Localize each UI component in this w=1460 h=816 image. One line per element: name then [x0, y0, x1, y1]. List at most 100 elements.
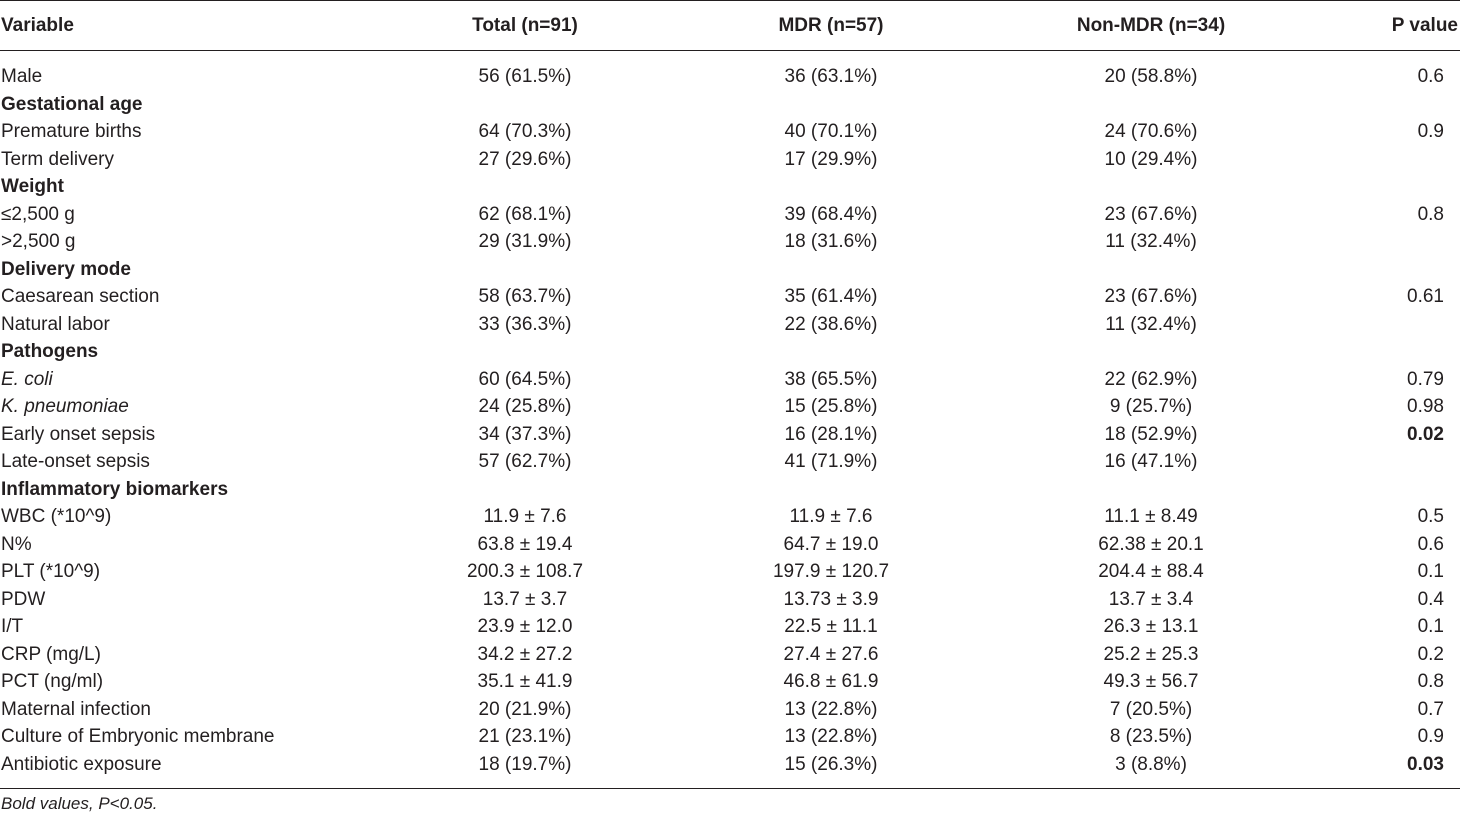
non-mdr-cell: 11.1 ± 8.49 [1104, 506, 1198, 527]
row-label: K. pneumoniae [1, 396, 129, 417]
mdr-cell: 46.8 ± 61.9 [783, 671, 879, 692]
p-value-cell: 0.4 [1417, 588, 1444, 610]
table-row: CRP (mg/L) 34.2 ± 27.2 27.4 ± 27.6 25.2 ± 2… [0, 641, 1460, 669]
row-label: Natural labor [1, 313, 110, 335]
mdr-cell: 39 (68.4%) [784, 203, 878, 225]
p-value-cell: 0.8 [1417, 203, 1444, 225]
non-mdr-cell: 25.2 ± 25.3 [1103, 643, 1199, 665]
non-mdr-cell: 49.3 ± 56.7 [1103, 671, 1199, 692]
total-cell: 60 (64.5%) [478, 368, 572, 390]
row-label: E. coli [1, 368, 53, 390]
mdr-cell: 40 (70.1%) [784, 121, 878, 142]
p-value-cell: 0.1 [1417, 561, 1444, 582]
total-cell: 18 (19.7%) [380, 750, 670, 789]
p-value-cell [1310, 448, 1460, 476]
non-mdr-cell: 16 (47.1%) [1104, 451, 1198, 472]
total-cell: 58 (63.7%) [478, 286, 572, 307]
header-variable: Variable [0, 0, 380, 51]
mdr-cell: 41 (71.9%) [784, 451, 878, 472]
total-cell: 20 (21.9%) [478, 698, 572, 720]
table-row: Natural labor 33 (36.3%) 22 (38.6%) 11 (32.… [0, 311, 1460, 339]
total-cell: 24 (25.8%) [478, 396, 572, 417]
mdr-cell: 17 (29.9%) [784, 148, 878, 170]
table-row: Premature births 64 (70.3%) 40 (70.1%) 24 (… [0, 118, 1460, 146]
total-cell: 34 (37.3%) [478, 423, 572, 445]
table-row: Caesarean section 58 (63.7%) 35 (61.4%) 23 … [0, 283, 1460, 311]
p-value-cell: 0.03 [1310, 750, 1460, 789]
table-row: K. pneumoniae 24 (25.8%) 15 (25.8%) 9 (25.7… [0, 393, 1460, 421]
total-cell: 64 (70.3%) [478, 121, 572, 142]
row-label: >2,500 g [1, 231, 76, 252]
total-cell: 57 (62.7%) [478, 451, 572, 472]
row-label: ≤2,500 g [1, 203, 75, 225]
non-mdr-cell: 26.3 ± 13.1 [1103, 616, 1199, 637]
non-mdr-cell: 18 (52.9%) [1104, 423, 1198, 445]
section-header-row: Inflammatory biomarkers [0, 476, 1460, 504]
total-cell: 34.2 ± 27.2 [477, 643, 573, 665]
row-label: CRP (mg/L) [1, 643, 101, 665]
total-cell: 21 (23.1%) [478, 726, 572, 747]
p-value-cell [1310, 311, 1460, 339]
mdr-cell: 15 (26.3%) [670, 750, 992, 789]
mdr-cell: 35 (61.4%) [784, 286, 878, 307]
mdr-cell: 36 (63.1%) [784, 66, 878, 87]
mdr-cell: 22 (38.6%) [784, 313, 878, 335]
table-row: WBC (*10^9) 11.9 ± 7.6 11.9 ± 7.6 11.1 ± 8.… [0, 503, 1460, 531]
row-label: PDW [1, 588, 46, 610]
total-cell: 200.3 ± 108.7 [466, 561, 584, 582]
table-row: E. coli 60 (64.5%) 38 (65.5%) 22 (62.9%) 0.7… [0, 366, 1460, 394]
mdr-cell: 64.7 ± 19.0 [783, 533, 879, 555]
total-cell: 13.7 ± 3.7 [482, 588, 568, 610]
row-label: PLT (*10^9) [1, 561, 101, 582]
row-label: Term delivery [1, 148, 114, 170]
mdr-cell: 18 (31.6%) [784, 231, 878, 252]
non-mdr-cell: 11 (32.4%) [1105, 313, 1197, 335]
section-header-row: Pathogens [0, 338, 1460, 366]
p-value-cell: 0.1 [1417, 616, 1444, 637]
row-label: Premature births [1, 121, 142, 142]
table-row: Culture of Embryonic membrane 21 (23.1%) 1… [0, 723, 1460, 751]
table-row: PDW 13.7 ± 3.7 13.73 ± 3.9 13.7 ± 3.4 0.4 [0, 586, 1460, 614]
characteristics-table: Variable Total (n=91) MDR (n=57) Non-MDR… [0, 0, 1460, 789]
row-label: Early onset sepsis [1, 423, 156, 445]
p-value-cell: 0.8 [1417, 671, 1444, 692]
header-p-value: P value [1310, 0, 1460, 51]
table-row: Maternal infection 20 (21.9%) 13 (22.8%) 7 … [0, 696, 1460, 724]
section-label: Delivery mode [1, 258, 131, 280]
mdr-cell: 16 (28.1%) [784, 423, 878, 445]
total-cell: 33 (36.3%) [478, 313, 572, 335]
p-value-cell: 0.9 [1417, 726, 1444, 747]
p-value-cell: 0.7 [1417, 698, 1444, 720]
non-mdr-cell: 62.38 ± 20.1 [1098, 533, 1204, 555]
table-row: PCT (ng/ml) 35.1 ± 41.9 46.8 ± 61.9 49.3 ± … [0, 668, 1460, 696]
section-label: Pathogens [1, 341, 99, 362]
total-cell: 63.8 ± 19.4 [477, 533, 573, 555]
mdr-cell: 22.5 ± 11.1 [784, 616, 878, 637]
table-row: >2,500 g 29 (31.9%) 18 (31.6%) 11 (32.4%) [0, 228, 1460, 256]
total-cell: 23.9 ± 12.0 [477, 616, 573, 637]
section-header-row: Gestational age [0, 91, 1460, 119]
non-mdr-cell: 10 (29.4%) [1104, 148, 1198, 170]
p-value-cell: 0.2 [1417, 643, 1444, 665]
mdr-cell: 38 (65.5%) [784, 368, 878, 390]
section-label: Gestational age [1, 93, 143, 115]
mdr-cell: 197.9 ± 120.7 [772, 561, 890, 582]
characteristics-table-container: Variable Total (n=91) MDR (n=57) Non-MDR… [0, 0, 1460, 789]
header-row: Variable Total (n=91) MDR (n=57) Non-MDR… [0, 0, 1460, 51]
header-mdr: MDR (n=57) [670, 0, 992, 51]
non-mdr-cell: 204.4 ± 88.4 [1098, 561, 1204, 582]
row-label: Antibiotic exposure [0, 750, 380, 789]
non-mdr-cell: 13.7 ± 3.4 [1108, 588, 1194, 610]
table-row: Term delivery 27 (29.6%) 17 (29.9%) 10 (29.… [0, 146, 1460, 174]
header-non-mdr: Non-MDR (n=34) [992, 0, 1310, 51]
mdr-cell: 13 (22.8%) [784, 698, 878, 720]
section-header-row: Delivery mode [0, 256, 1460, 284]
total-cell: 11.9 ± 7.6 [483, 506, 567, 527]
section-label: Inflammatory biomarkers [1, 478, 229, 500]
table-row: ≤2,500 g 62 (68.1%) 39 (68.4%) 23 (67.6%) 0.… [0, 201, 1460, 229]
non-mdr-cell: 23 (67.6%) [1104, 286, 1198, 307]
non-mdr-cell: 22 (62.9%) [1104, 368, 1198, 390]
p-value-cell [1310, 228, 1460, 256]
total-cell: 35.1 ± 41.9 [477, 671, 573, 692]
table-row: Early onset sepsis 34 (37.3%) 16 (28.1%) 18… [0, 421, 1460, 449]
